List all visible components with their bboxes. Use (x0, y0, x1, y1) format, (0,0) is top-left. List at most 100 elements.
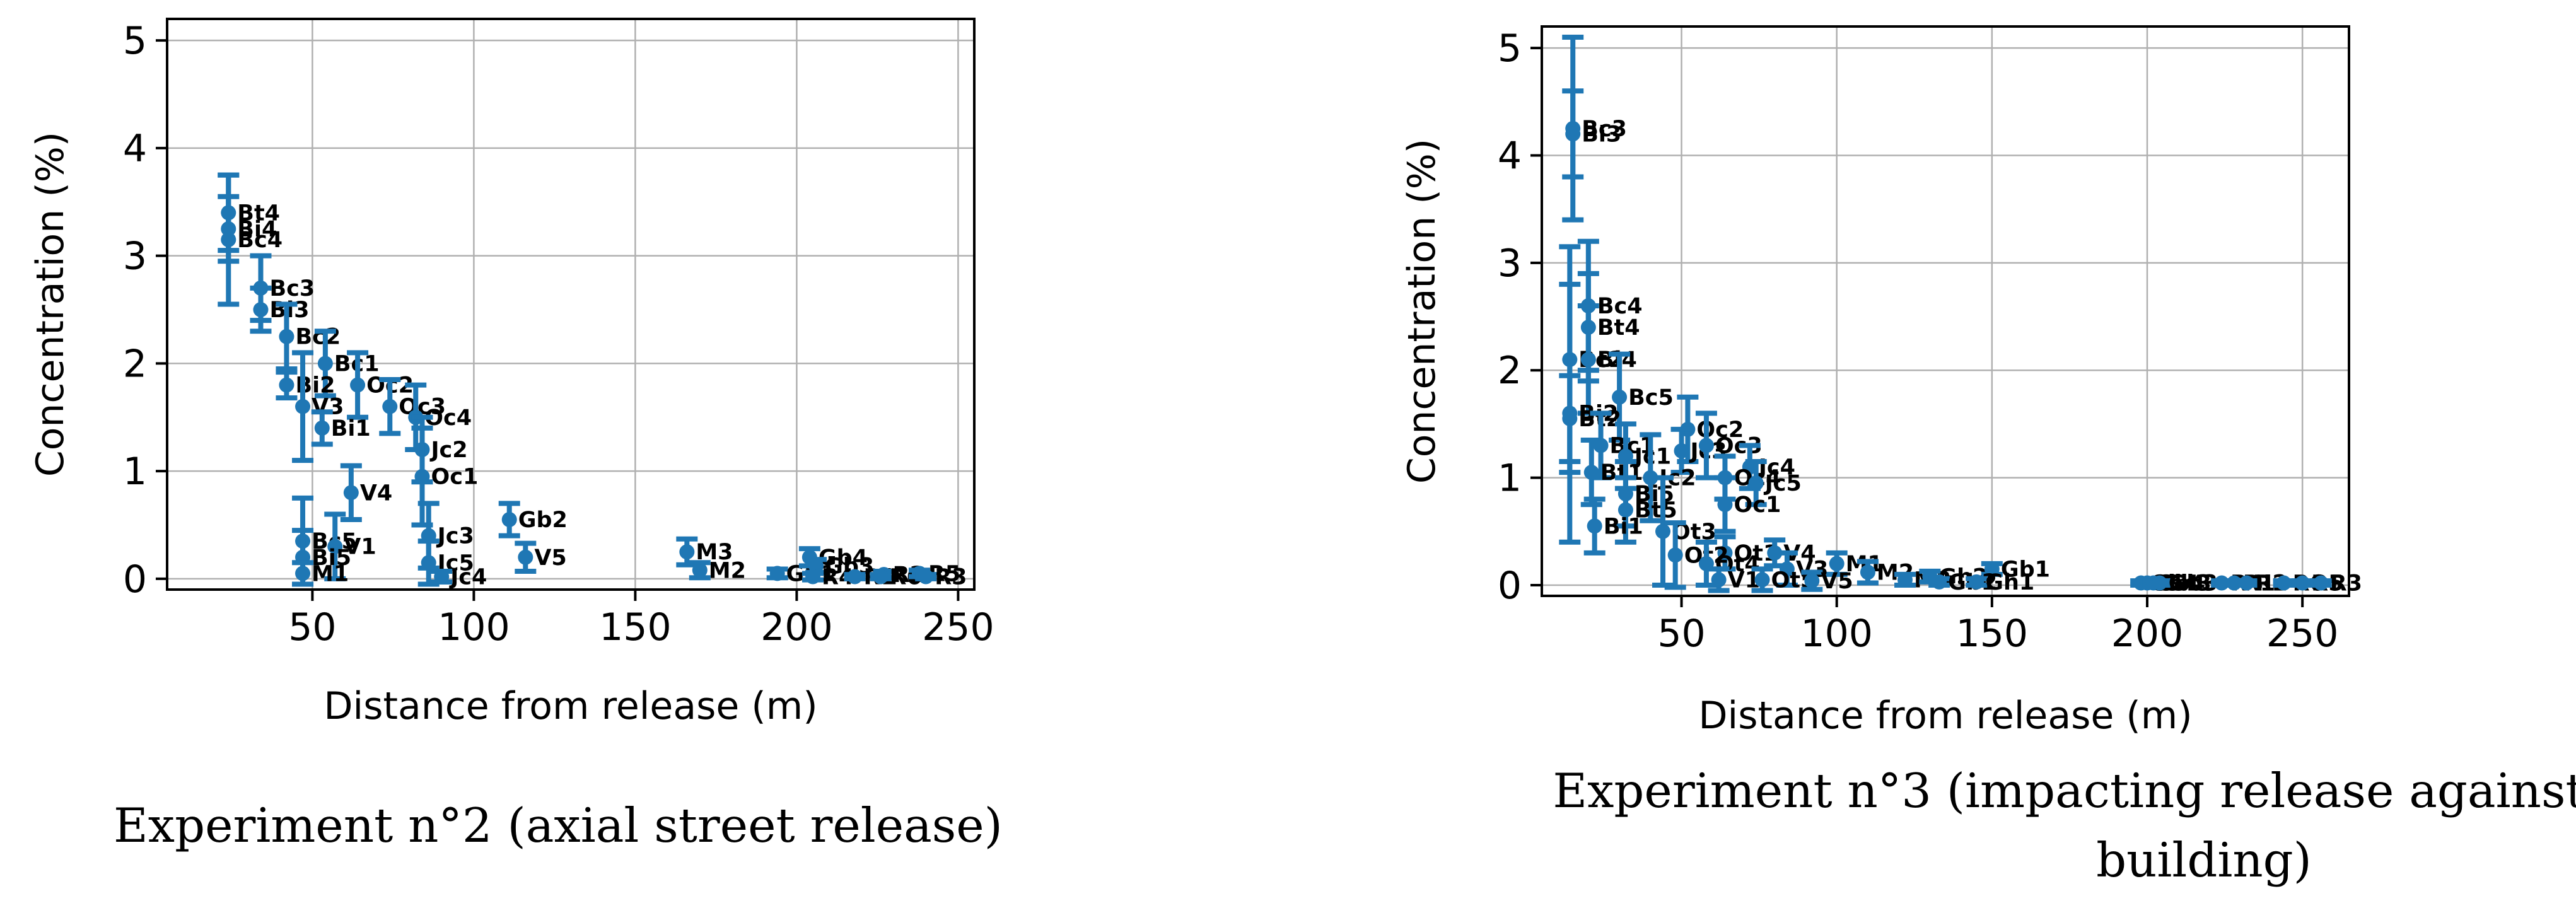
data-point (847, 569, 863, 585)
point-label: Bc4 (237, 228, 283, 253)
data-point (1984, 561, 2000, 577)
point-label: R3 (2330, 571, 2362, 597)
point-label: Jc2 (429, 438, 467, 463)
data-point (1580, 352, 1596, 368)
data-point (1829, 556, 1845, 571)
point-label: Bi1 (1604, 514, 1643, 539)
data-point (918, 569, 934, 585)
y-tick-label: 3 (123, 235, 147, 279)
data-point (1583, 465, 1599, 480)
point-label: M2 (709, 558, 746, 583)
x-tick-label: 150 (599, 605, 672, 649)
data-point (1698, 438, 1714, 453)
point-label: Oc1 (431, 465, 478, 490)
plot-frame (1541, 25, 2350, 597)
data-point (2276, 575, 2292, 591)
data-point (2295, 575, 2311, 591)
data-point (350, 377, 366, 393)
data-point (1748, 475, 1764, 491)
point-label: R3 (935, 565, 967, 590)
y-tick-label: 5 (123, 19, 147, 63)
chart-experiment-3: 50 100 150 200 250 0 1 2 3 4 5 Distance from releas… (1400, 25, 2576, 888)
point-label: Bi1 (331, 416, 371, 441)
point-label: V5 (1821, 569, 1853, 594)
data-point (343, 485, 359, 501)
point-label: M1 (312, 561, 349, 586)
data-point (1717, 497, 1733, 513)
point-label: Gh1 (1985, 570, 2034, 595)
data-point (1565, 126, 1581, 142)
data-point (2152, 575, 2167, 591)
x-tick-label: 50 (288, 605, 336, 649)
x-tick-label: 150 (1956, 612, 2029, 656)
caption: building) (2096, 832, 2312, 888)
point-label: V3 (312, 395, 344, 420)
data-point (692, 562, 708, 578)
point-label: Bi5 (312, 545, 351, 571)
data-point (421, 555, 436, 571)
y-tick-label: 3 (1498, 242, 1522, 286)
point-label: Bi5 (1635, 482, 1674, 507)
data-point (1562, 410, 1578, 426)
point-label: Oc1 (1734, 492, 1781, 518)
data-point (2239, 575, 2254, 591)
data-point (1969, 574, 1984, 590)
point-label: Bt4 (1597, 315, 1640, 340)
data-point (2313, 575, 2329, 591)
data-point (518, 549, 533, 565)
point-label: Bc3 (269, 276, 315, 301)
point-label: Jc3 (436, 524, 474, 549)
point-label: Bi3 (269, 298, 309, 323)
point-label: Jc5 (1764, 471, 1802, 496)
data-point (501, 512, 517, 528)
x-axis-label: Distance from release (m) (323, 684, 817, 728)
point-label: Gb2 (518, 508, 568, 533)
chart-experiment-2: 50 100 150 200 250 0 1 2 3 4 5 Distance from releas… (28, 18, 1003, 853)
point-label: Bc3 (1582, 117, 1627, 142)
data-point (1711, 572, 1727, 588)
point-label: Bc5 (1628, 385, 1674, 410)
data-point (873, 569, 889, 585)
data-point (295, 399, 311, 414)
data-point (279, 329, 294, 344)
x-tick-label: 100 (1800, 612, 1873, 656)
point-label: Gh3 (2162, 571, 2212, 597)
data-point (1667, 547, 1683, 563)
data-point (434, 569, 450, 585)
plot-frame (166, 18, 976, 591)
x-tick-label: 250 (922, 605, 994, 649)
data-point (1617, 502, 1633, 518)
x-tick-label: 200 (2111, 612, 2184, 656)
x-tick-label: 200 (761, 605, 833, 649)
data-point (1754, 572, 1770, 588)
point-label: Bt1 (1600, 460, 1643, 486)
point-label: V4 (360, 480, 392, 506)
data-point (382, 399, 398, 414)
data-point (1779, 561, 1795, 577)
data-point (1674, 443, 1689, 458)
x-axis-label: Distance from release (m) (1698, 694, 2192, 738)
y-tick-label: 0 (123, 557, 147, 602)
point-label: Gb1 (2001, 557, 2050, 582)
data-point (679, 544, 695, 560)
data-point (1897, 572, 1913, 588)
data-point (221, 232, 236, 248)
point-label: Bt5 (1635, 498, 1677, 523)
y-tick-label: 4 (1498, 134, 1522, 178)
x-tick-label: 50 (1657, 612, 1705, 656)
y-tick-label: 1 (1498, 457, 1522, 501)
point-label: Jc4 (449, 565, 487, 590)
data-point (414, 469, 430, 484)
y-tick-label: 5 (1498, 26, 1522, 71)
point-label: V5 (534, 545, 566, 571)
data-point (1860, 564, 1875, 580)
caption: Experiment n°2 (axial street release) (114, 798, 1003, 853)
data-point (1655, 523, 1670, 539)
data-point (279, 377, 294, 393)
data-point (1612, 389, 1628, 405)
point-label: Ot4 (1715, 552, 1760, 577)
data-point (1767, 545, 1783, 561)
x-tick-label: 100 (438, 605, 510, 649)
x-tick-label: 250 (2266, 612, 2339, 656)
data-point (1717, 545, 1733, 561)
